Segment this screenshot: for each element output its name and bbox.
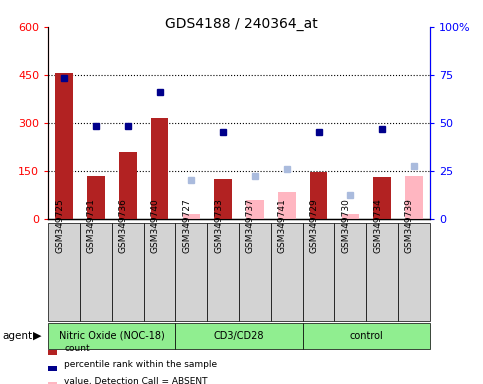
Bar (80, 223, 112, 321)
Bar (112, 223, 144, 321)
Bar (246, 200, 264, 219)
Bar (366, 223, 398, 321)
Bar (214, 179, 232, 219)
Bar (405, 176, 423, 219)
Bar (48, 323, 175, 349)
Bar (207, 223, 239, 321)
Text: agent: agent (2, 331, 32, 341)
Bar (335, 223, 366, 321)
Bar (239, 223, 271, 321)
Text: GSM349741: GSM349741 (278, 198, 287, 253)
Bar (303, 223, 335, 321)
Text: GDS4188 / 240364_at: GDS4188 / 240364_at (165, 17, 318, 31)
Text: count: count (64, 344, 90, 353)
Text: GSM349731: GSM349731 (87, 198, 96, 253)
Text: control: control (349, 331, 383, 341)
Text: GSM349733: GSM349733 (214, 198, 223, 253)
Bar (310, 172, 327, 219)
Text: GSM349736: GSM349736 (119, 198, 128, 253)
Text: GSM349730: GSM349730 (341, 198, 350, 253)
Bar (341, 214, 359, 219)
Bar (303, 323, 430, 349)
Bar (175, 223, 207, 321)
Bar (398, 223, 430, 321)
Text: ▶: ▶ (33, 331, 42, 341)
Bar (87, 176, 105, 219)
Text: GSM349737: GSM349737 (246, 198, 255, 253)
Bar (183, 214, 200, 219)
Text: GSM349739: GSM349739 (405, 198, 414, 253)
Bar (373, 177, 391, 219)
Bar (175, 323, 303, 349)
Text: GSM349734: GSM349734 (373, 198, 382, 253)
Bar (151, 118, 169, 219)
Bar (271, 223, 303, 321)
Text: value, Detection Call = ABSENT: value, Detection Call = ABSENT (64, 377, 208, 384)
Bar (48, 223, 80, 321)
Bar (56, 73, 73, 219)
Bar (144, 223, 175, 321)
Text: GSM349725: GSM349725 (55, 198, 64, 253)
Bar (278, 192, 296, 219)
Text: GSM349740: GSM349740 (151, 198, 159, 253)
Text: CD3/CD28: CD3/CD28 (214, 331, 264, 341)
Bar (119, 152, 137, 219)
Text: percentile rank within the sample: percentile rank within the sample (64, 361, 217, 369)
Text: GSM349729: GSM349729 (310, 198, 319, 253)
Text: GSM349727: GSM349727 (183, 198, 191, 253)
Text: Nitric Oxide (NOC-18): Nitric Oxide (NOC-18) (59, 331, 165, 341)
